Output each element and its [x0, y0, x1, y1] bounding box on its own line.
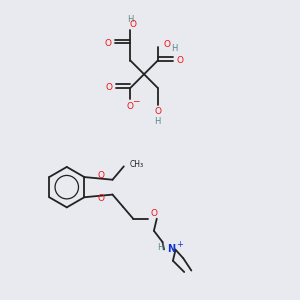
Text: O: O	[97, 171, 104, 180]
Text: H: H	[127, 15, 134, 24]
Text: O: O	[106, 83, 113, 92]
Text: CH₃: CH₃	[129, 160, 143, 169]
Text: O: O	[105, 39, 112, 48]
Text: O: O	[154, 107, 161, 116]
Text: −: −	[132, 96, 140, 105]
Text: O: O	[97, 194, 104, 203]
Text: O: O	[150, 209, 157, 218]
Text: H: H	[157, 242, 164, 251]
Text: O: O	[163, 40, 170, 49]
Text: O: O	[126, 102, 133, 111]
Text: N: N	[167, 244, 175, 254]
Text: O: O	[176, 56, 183, 65]
Text: +: +	[176, 240, 183, 249]
Text: O: O	[130, 20, 137, 29]
Text: H: H	[171, 44, 177, 53]
Text: H: H	[154, 117, 161, 126]
